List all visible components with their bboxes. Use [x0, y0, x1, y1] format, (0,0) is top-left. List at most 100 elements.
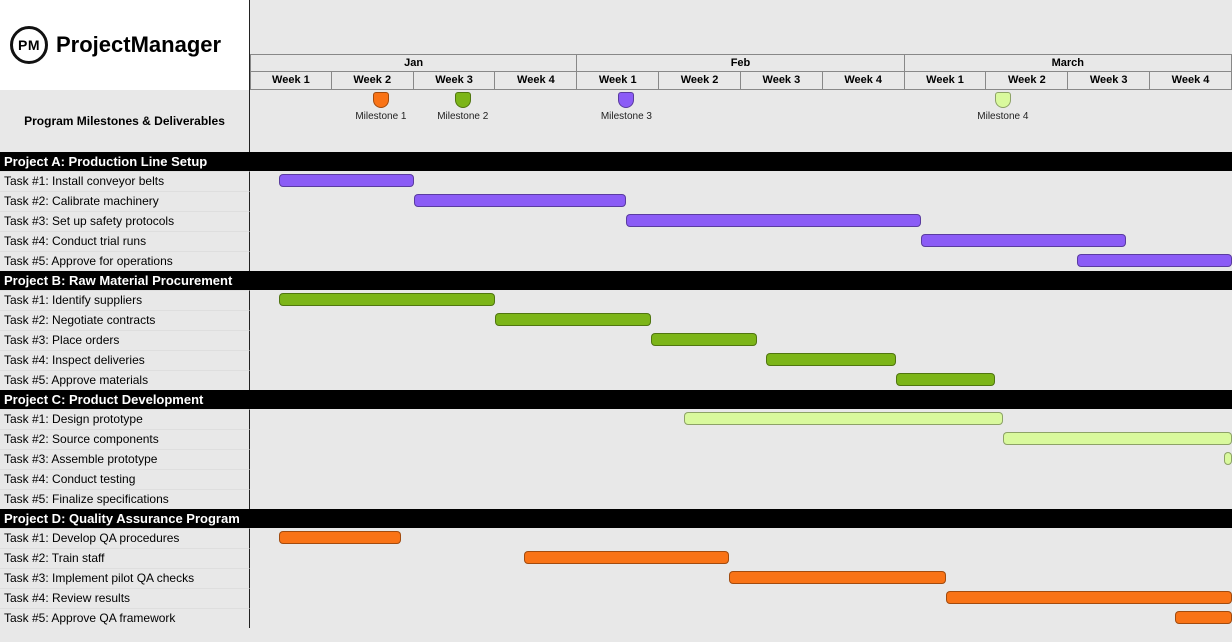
milestones-label: Program Milestones & Deliverables [0, 90, 250, 152]
milestone-marker-icon [995, 92, 1011, 108]
task-row: Task #2: Source components [0, 429, 1232, 449]
gantt-bar[interactable] [524, 551, 729, 564]
logo-mark: PM [10, 26, 48, 64]
task-bar-area [250, 568, 1232, 588]
task-row: Task #2: Train staff [0, 548, 1232, 568]
task-label: Task #4: Conduct testing [0, 469, 250, 489]
task-label: Task #4: Conduct trial runs [0, 231, 250, 251]
task-bar-area [250, 350, 1232, 370]
task-label: Task #3: Set up safety protocols [0, 211, 250, 231]
task-bar-area [250, 409, 1232, 429]
month-header: March [905, 54, 1232, 72]
task-label: Task #3: Assemble prototype [0, 449, 250, 469]
week-header: Week 2 [332, 72, 414, 90]
task-row: Task #5: Approve QA framework [0, 608, 1232, 628]
task-row: Task #3: Implement pilot QA checks [0, 568, 1232, 588]
gantt-bar[interactable] [651, 333, 757, 346]
task-bar-area [250, 211, 1232, 231]
gantt-bar[interactable] [279, 531, 402, 544]
month-row: JanFebMarch [250, 54, 1232, 72]
task-label: Task #5: Approve materials [0, 370, 250, 390]
week-header: Week 4 [495, 72, 577, 90]
week-header: Week 2 [986, 72, 1068, 90]
projects-container: Project A: Production Line SetupTask #1:… [0, 152, 1232, 628]
project-header: Project C: Product Development [0, 390, 1232, 409]
task-bar-area [250, 608, 1232, 628]
week-header: Week 3 [414, 72, 496, 90]
milestone-label: Milestone 1 [351, 111, 411, 122]
task-row: Task #2: Calibrate machinery [0, 191, 1232, 211]
gantt-bar[interactable] [1224, 452, 1232, 465]
task-row: Task #1: Develop QA procedures [0, 528, 1232, 548]
gantt-bar[interactable] [729, 571, 946, 584]
week-row: Week 1Week 2Week 3Week 4Week 1Week 2Week… [250, 72, 1232, 90]
week-header: Week 1 [905, 72, 987, 90]
week-header: Week 1 [577, 72, 659, 90]
task-bar-area [250, 548, 1232, 568]
gantt-bar[interactable] [1175, 611, 1232, 624]
gantt-bar[interactable] [414, 194, 627, 207]
gantt-bar[interactable] [684, 412, 1003, 425]
week-header: Week 3 [1068, 72, 1150, 90]
milestones-row: Program Milestones & Deliverables Milest… [0, 90, 1232, 152]
gantt-bar[interactable] [766, 353, 897, 366]
task-label: Task #2: Negotiate contracts [0, 310, 250, 330]
task-label: Task #5: Finalize specifications [0, 489, 250, 509]
task-row: Task #2: Negotiate contracts [0, 310, 1232, 330]
milestone: Milestone 1 [351, 92, 411, 122]
task-row: Task #5: Approve materials [0, 370, 1232, 390]
task-row: Task #3: Assemble prototype [0, 449, 1232, 469]
gantt-bar[interactable] [946, 591, 1232, 604]
task-row: Task #4: Review results [0, 588, 1232, 608]
task-label: Task #1: Identify suppliers [0, 290, 250, 310]
task-label: Task #4: Review results [0, 588, 250, 608]
task-bar-area [250, 330, 1232, 350]
week-header: Week 4 [823, 72, 905, 90]
task-label: Task #5: Approve QA framework [0, 608, 250, 628]
task-bar-area [250, 231, 1232, 251]
task-row: Task #1: Design prototype [0, 409, 1232, 429]
task-bar-area [250, 429, 1232, 449]
gantt-bar[interactable] [279, 174, 414, 187]
task-label: Task #2: Calibrate machinery [0, 191, 250, 211]
task-label: Task #3: Implement pilot QA checks [0, 568, 250, 588]
milestone: Milestone 4 [973, 92, 1033, 122]
task-bar-area [250, 251, 1232, 271]
gantt-bar[interactable] [626, 214, 921, 227]
project-header: Project A: Production Line Setup [0, 152, 1232, 171]
gantt-bar[interactable] [896, 373, 994, 386]
gantt-bar[interactable] [495, 313, 650, 326]
task-label: Task #1: Develop QA procedures [0, 528, 250, 548]
task-row: Task #4: Conduct trial runs [0, 231, 1232, 251]
task-label: Task #3: Place orders [0, 330, 250, 350]
milestone-marker-icon [373, 92, 389, 108]
week-header: Week 2 [659, 72, 741, 90]
brand-logo: PM ProjectManager [0, 0, 250, 90]
gantt-bar[interactable] [1003, 432, 1232, 445]
task-label: Task #1: Install conveyor belts [0, 171, 250, 191]
gantt-bar[interactable] [921, 234, 1126, 247]
logo-text: ProjectManager [56, 32, 221, 58]
task-row: Task #4: Conduct testing [0, 469, 1232, 489]
gantt-bar[interactable] [279, 293, 496, 306]
task-bar-area [250, 370, 1232, 390]
milestone: Milestone 2 [433, 92, 493, 122]
task-label: Task #2: Source components [0, 429, 250, 449]
timeline-header: JanFebMarch Week 1Week 2Week 3Week 4Week… [250, 0, 1232, 90]
week-header: Week 3 [741, 72, 823, 90]
milestone-marker-icon [618, 92, 634, 108]
task-label: Task #4: Inspect deliveries [0, 350, 250, 370]
task-bar-area [250, 588, 1232, 608]
task-row: Task #3: Place orders [0, 330, 1232, 350]
task-bar-area [250, 528, 1232, 548]
milestone-marker-icon [455, 92, 471, 108]
task-bar-area [250, 469, 1232, 489]
task-row: Task #4: Inspect deliveries [0, 350, 1232, 370]
week-header: Week 1 [250, 72, 332, 90]
task-bar-area [250, 310, 1232, 330]
task-row: Task #3: Set up safety protocols [0, 211, 1232, 231]
month-header: Feb [577, 54, 904, 72]
header-row: PM ProjectManager JanFebMarch Week 1Week… [0, 0, 1232, 90]
gantt-bar[interactable] [1077, 254, 1232, 267]
project-header: Project D: Quality Assurance Program [0, 509, 1232, 528]
